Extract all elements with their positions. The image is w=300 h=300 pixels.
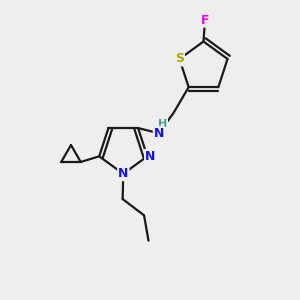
Text: F: F [201, 14, 209, 27]
Text: S: S [175, 52, 184, 65]
Text: N: N [145, 150, 155, 163]
Text: N: N [118, 167, 128, 180]
Text: H: H [158, 119, 167, 129]
Text: N: N [154, 127, 164, 140]
